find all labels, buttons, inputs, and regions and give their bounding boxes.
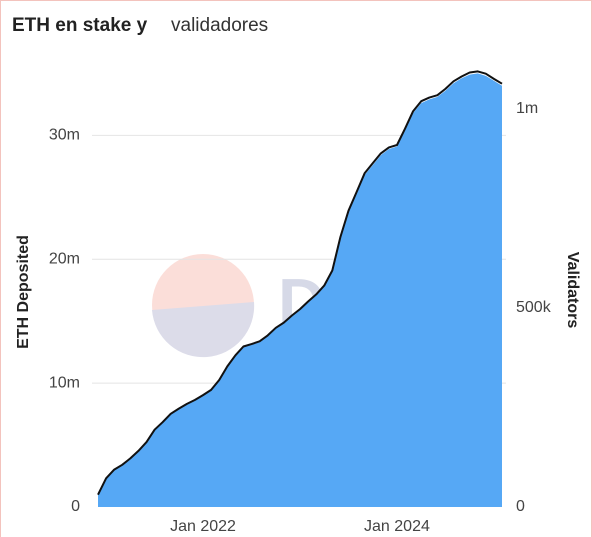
y-tick-label: 0 [71,498,80,515]
y-tick-label: 10m [49,374,80,391]
x-tick-label: Jan 2022 [170,518,236,535]
watermark-logo [152,302,255,358]
chart-title: ETH en stake y [12,15,148,36]
y2-axis-label: Validators [564,252,581,329]
y2-tick-label: 500k [516,299,552,316]
chart-subtitle: validadores [171,15,268,36]
y2-tick-label: 0 [516,498,525,515]
validators-line [97,70,503,496]
y2-tick-label: 1m [516,100,538,117]
y-tick-label: 30m [49,127,80,144]
y-axis-label: ETH Deposited [15,235,32,349]
y-tick-label: 20m [49,250,80,267]
x-tick-label: Jan 2024 [364,518,430,535]
